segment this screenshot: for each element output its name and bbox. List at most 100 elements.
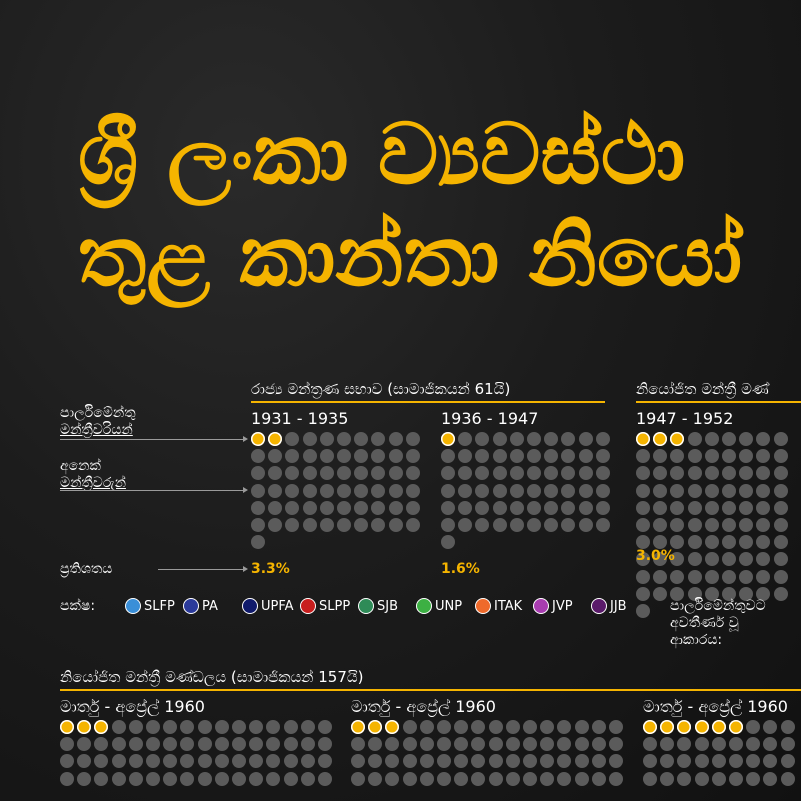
other-mp-seat [711,771,726,786]
other-mp-seat [488,754,503,769]
other-mp-seat [232,771,246,786]
other-mp-seat [402,737,417,752]
percent-1947: 3.0% [636,548,675,564]
other-mp-seat [437,771,451,786]
other-mp-seat [300,754,315,769]
other-mp-seat [636,500,650,515]
legend-swatch [475,598,491,614]
other-mp-seat [475,500,490,515]
other-mp-seat [578,466,593,481]
other-mp-seat [780,754,795,769]
other-mp-seat [557,720,572,734]
other-mp-seat [527,432,541,446]
woman-mp-seat [643,720,657,734]
other-mp-seat [574,737,589,752]
other-mp-seat [214,771,229,786]
other-mp-seat [527,518,541,532]
other-mp-seat [285,500,300,515]
other-mp-seat [636,586,650,601]
other-mp-seat [643,771,657,786]
other-mp-seat [670,535,685,550]
other-mp-seat [385,737,400,752]
other-mp-seat [595,466,610,481]
woman-mp-seat [60,720,74,734]
other-mp-seat [687,569,702,584]
other-mp-seat [388,518,403,532]
other-mp-seat [527,483,541,498]
other-mp-seat [773,569,788,584]
other-mp-seat [249,754,264,769]
other-mp-seat [266,754,281,769]
other-mp-seat [351,771,365,786]
other-mp-seat [756,483,771,498]
other-mp-seat [561,500,576,515]
legend-label: SJB [377,598,399,614]
other-mp-seat [591,737,606,752]
other-mp-seat [561,432,576,446]
other-mp-seat [77,754,92,769]
other-mp-seat [354,432,369,446]
other-mp-seat [687,432,702,446]
other-mp-seat [670,552,685,567]
other-mp-seat [319,449,334,464]
other-mp-seat [405,466,420,481]
other-mp-seat [441,466,455,481]
other-mp-seat [540,771,555,786]
other-mp-seat [488,737,503,752]
other-mp-seat [128,737,143,752]
other-mp-seat [578,483,593,498]
other-mp-seat [475,466,490,481]
other-mp-seat [636,569,650,584]
other-mp-seat [540,720,555,734]
period-label-1947: 1947 - 1952 [636,409,734,428]
other-mp-seat [773,500,788,515]
other-mp-seat [458,449,473,464]
other-mp-seat [756,500,771,515]
other-mp-seat [441,535,455,550]
other-mp-seat [609,754,623,769]
other-mp-seat [653,552,668,567]
other-mp-seat [739,449,754,464]
other-mp-seat [251,449,265,464]
other-mp-seat [337,466,351,481]
other-mp-seat [77,737,92,752]
other-mp-seat [636,604,650,618]
legend-label: UPFA [261,598,294,614]
other-mp-seat [670,518,685,532]
other-mp-seat [505,720,520,734]
woman-mp-seat [368,720,383,734]
other-mp-seat [609,720,623,734]
other-mp-seat [163,754,178,769]
other-mp-seat [694,771,709,786]
other-mp-seat [300,737,315,752]
other-mp-seat [670,449,685,464]
other-mp-seat [527,500,541,515]
other-mp-seat [441,518,455,532]
other-mp-seat [636,483,650,498]
section-state-council-rule [251,401,605,403]
legend-swatch [183,598,199,614]
other-mp-seat [405,518,420,532]
other-mp-seat [318,737,332,752]
other-mp-seat [653,518,668,532]
other-mp-seat [146,771,160,786]
woman-mp-seat [385,720,400,734]
other-mp-seat [111,737,126,752]
other-mp-seat [739,586,754,601]
other-mp-seat [337,432,351,446]
other-mp-seat [251,518,265,532]
other-mp-seat [214,754,229,769]
section-house-157-heading: නියෝජිත මන්ත්‍රී මණ්ඩලය (සාමාජිකයන් 157ය… [60,668,364,686]
other-mp-seat [670,569,685,584]
other-mp-seat [146,754,160,769]
other-mp-seat [557,771,572,786]
other-mp-seat [251,500,265,515]
other-mp-seat [388,432,403,446]
other-mp-seat [704,483,719,498]
other-mp-seat [687,483,702,498]
other-mp-seat [128,720,143,734]
other-mp-seat [419,754,434,769]
other-mp-seat [163,737,178,752]
other-mp-seat [371,483,386,498]
other-mp-seat [354,449,369,464]
